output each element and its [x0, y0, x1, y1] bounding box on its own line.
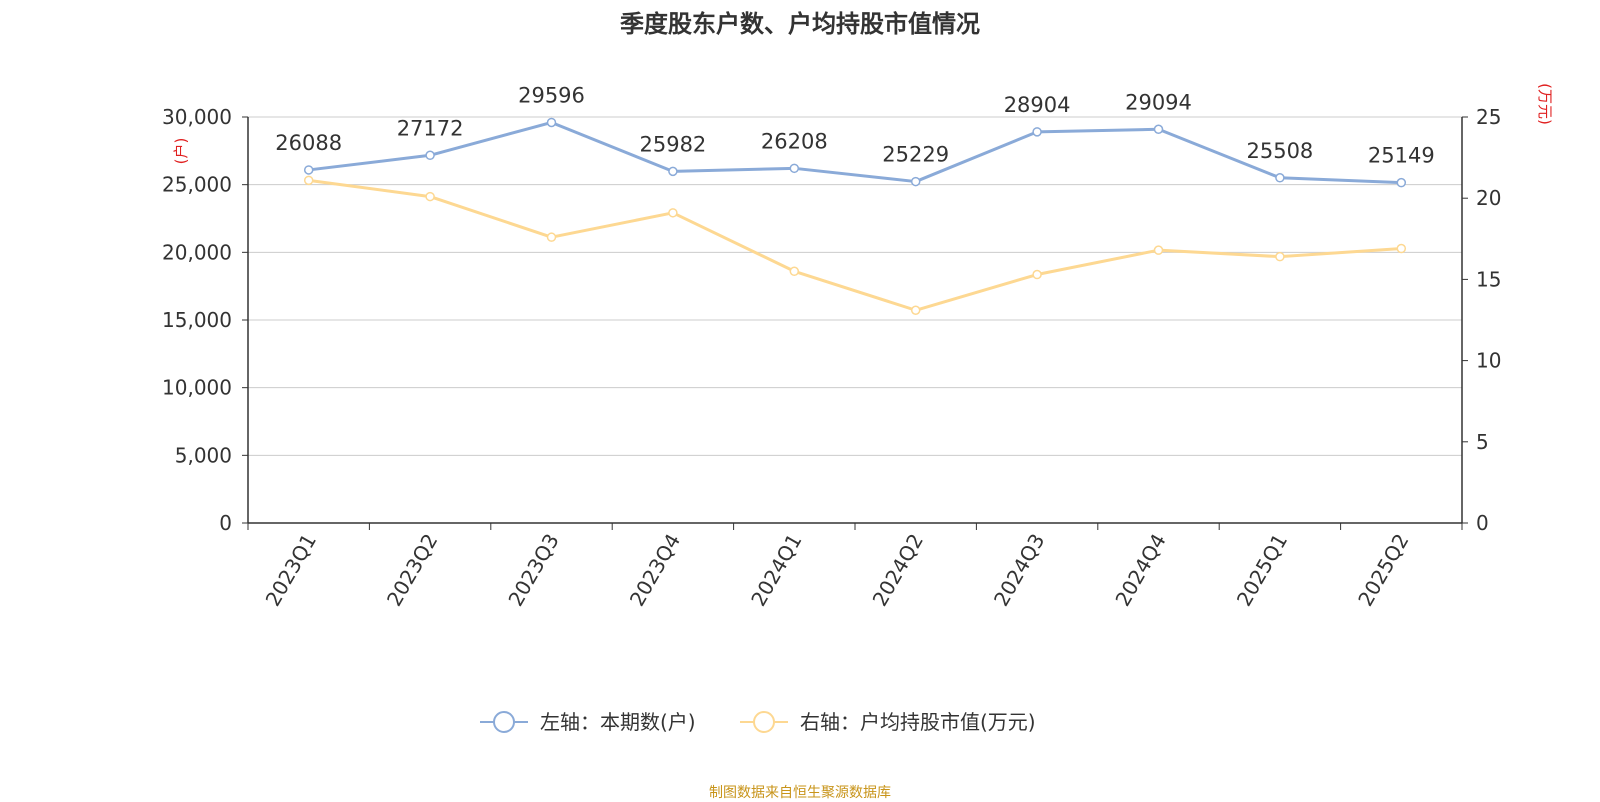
x-axis-tick-label: 2023Q2	[382, 530, 442, 611]
series-line-left	[308, 120, 1402, 185]
data-label: 25229	[882, 143, 949, 167]
data-point-right	[425, 191, 435, 202]
data-point-right	[668, 208, 678, 218]
right-axis-unit: (万元)	[1536, 83, 1554, 125]
data-label: 26088	[275, 131, 342, 155]
legend-symbol-marker	[753, 711, 775, 733]
data-point-left	[1275, 173, 1285, 183]
legend-label: 右轴：户均持股市值(万元)	[800, 710, 1036, 734]
data-point-right	[1275, 251, 1285, 262]
data-point-right	[546, 232, 557, 242]
data-point-right	[1032, 269, 1042, 280]
x-axis-tick-label: 2023Q1	[261, 530, 321, 611]
x-axis-tick-label: 2023Q3	[503, 530, 563, 611]
left-axis-tick-label: 30,000	[162, 105, 232, 129]
x-axis-tick-label: 2025Q1	[1232, 530, 1292, 611]
right-axis-tick-label: 15	[1476, 267, 1501, 291]
legend-label: 左轴：本期数(户)	[540, 710, 696, 734]
data-point-left	[546, 117, 557, 128]
data-point-left	[789, 163, 800, 174]
data-point-right	[910, 305, 921, 316]
right-axis-tick-label: 20	[1476, 186, 1501, 210]
x-axis-tick-label: 2025Q2	[1353, 530, 1413, 611]
data-point-right	[789, 266, 800, 277]
data-label: 26208	[761, 129, 828, 153]
x-axis-tick-label: 2024Q1	[746, 530, 806, 611]
data-label: 29094	[1125, 90, 1192, 114]
data-label: 25982	[639, 132, 706, 156]
left-axis-tick-label: 5,000	[175, 443, 232, 467]
data-point-right	[1396, 243, 1407, 254]
data-point-right	[303, 175, 314, 186]
left-axis-unit: (户)	[172, 138, 190, 165]
data-label: 25508	[1246, 139, 1313, 163]
right-axis-tick-label: 5	[1476, 430, 1489, 454]
right-axis-tick-label: 10	[1476, 349, 1501, 373]
data-label: 25149	[1368, 144, 1435, 168]
data-label: 29596	[518, 83, 585, 107]
data-point-right	[1153, 245, 1164, 255]
data-point-left	[1032, 127, 1042, 137]
left-axis-tick-label: 15,000	[162, 308, 232, 332]
chart-title: 季度股东户数、户均持股市值情况	[620, 10, 980, 38]
legend-symbol-marker	[493, 711, 515, 733]
data-point-left	[303, 165, 314, 175]
left-axis-tick-label: 0	[219, 511, 232, 535]
data-point-left	[910, 176, 921, 187]
x-axis-tick-label: 2024Q3	[989, 530, 1049, 611]
data-point-left	[425, 150, 435, 161]
x-axis-tick-label: 2023Q4	[625, 530, 685, 611]
data-label: 28904	[1004, 93, 1071, 117]
series-line-right	[308, 178, 1402, 312]
right-axis-tick-label: 25	[1476, 105, 1501, 129]
left-axis-tick-label: 20,000	[162, 240, 232, 264]
x-axis-tick-label: 2024Q4	[1110, 530, 1170, 611]
data-point-left	[1153, 124, 1164, 135]
left-axis-tick-label: 10,000	[162, 376, 232, 400]
data-point-left	[668, 166, 678, 177]
data-source-note: 制图数据来自恒生聚源数据库	[709, 785, 891, 801]
x-axis-tick-label: 2024Q2	[868, 530, 928, 611]
left-axis-tick-label: 25,000	[162, 173, 232, 197]
right-axis-tick-label: 0	[1476, 511, 1489, 535]
data-label: 27172	[397, 116, 464, 140]
data-point-left	[1396, 177, 1407, 188]
